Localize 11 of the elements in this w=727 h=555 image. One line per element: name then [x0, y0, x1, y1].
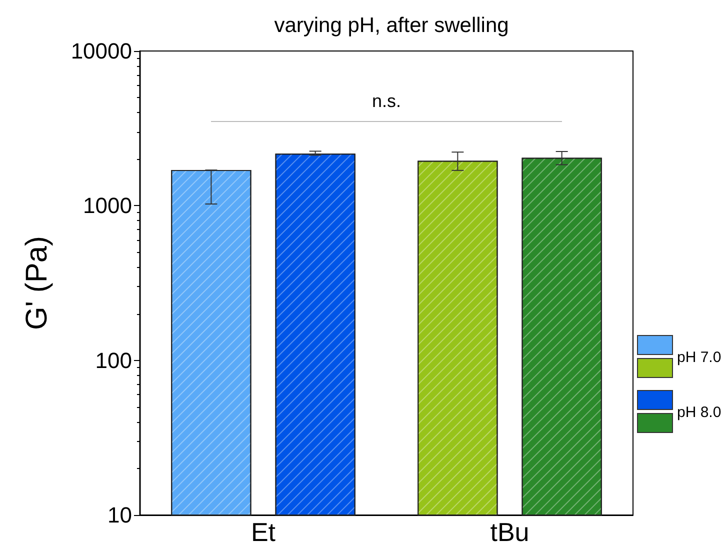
y-tick-label: 1000 [83, 193, 132, 218]
chart-title: varying pH, after swelling [274, 14, 509, 37]
y-axis-title: G' (Pa) [20, 236, 54, 330]
y-tick-label: 10000 [70, 38, 132, 64]
x-tick-label: Et [250, 517, 276, 547]
y-tick-label: 10 [108, 502, 132, 528]
legend-label: pH 8.0 [677, 404, 722, 421]
legend-label: pH 7.0 [677, 349, 722, 366]
x-tick-label: tBu [490, 517, 530, 547]
annotation: n.s. [372, 91, 402, 112]
y-tick-label: 100 [95, 348, 132, 373]
